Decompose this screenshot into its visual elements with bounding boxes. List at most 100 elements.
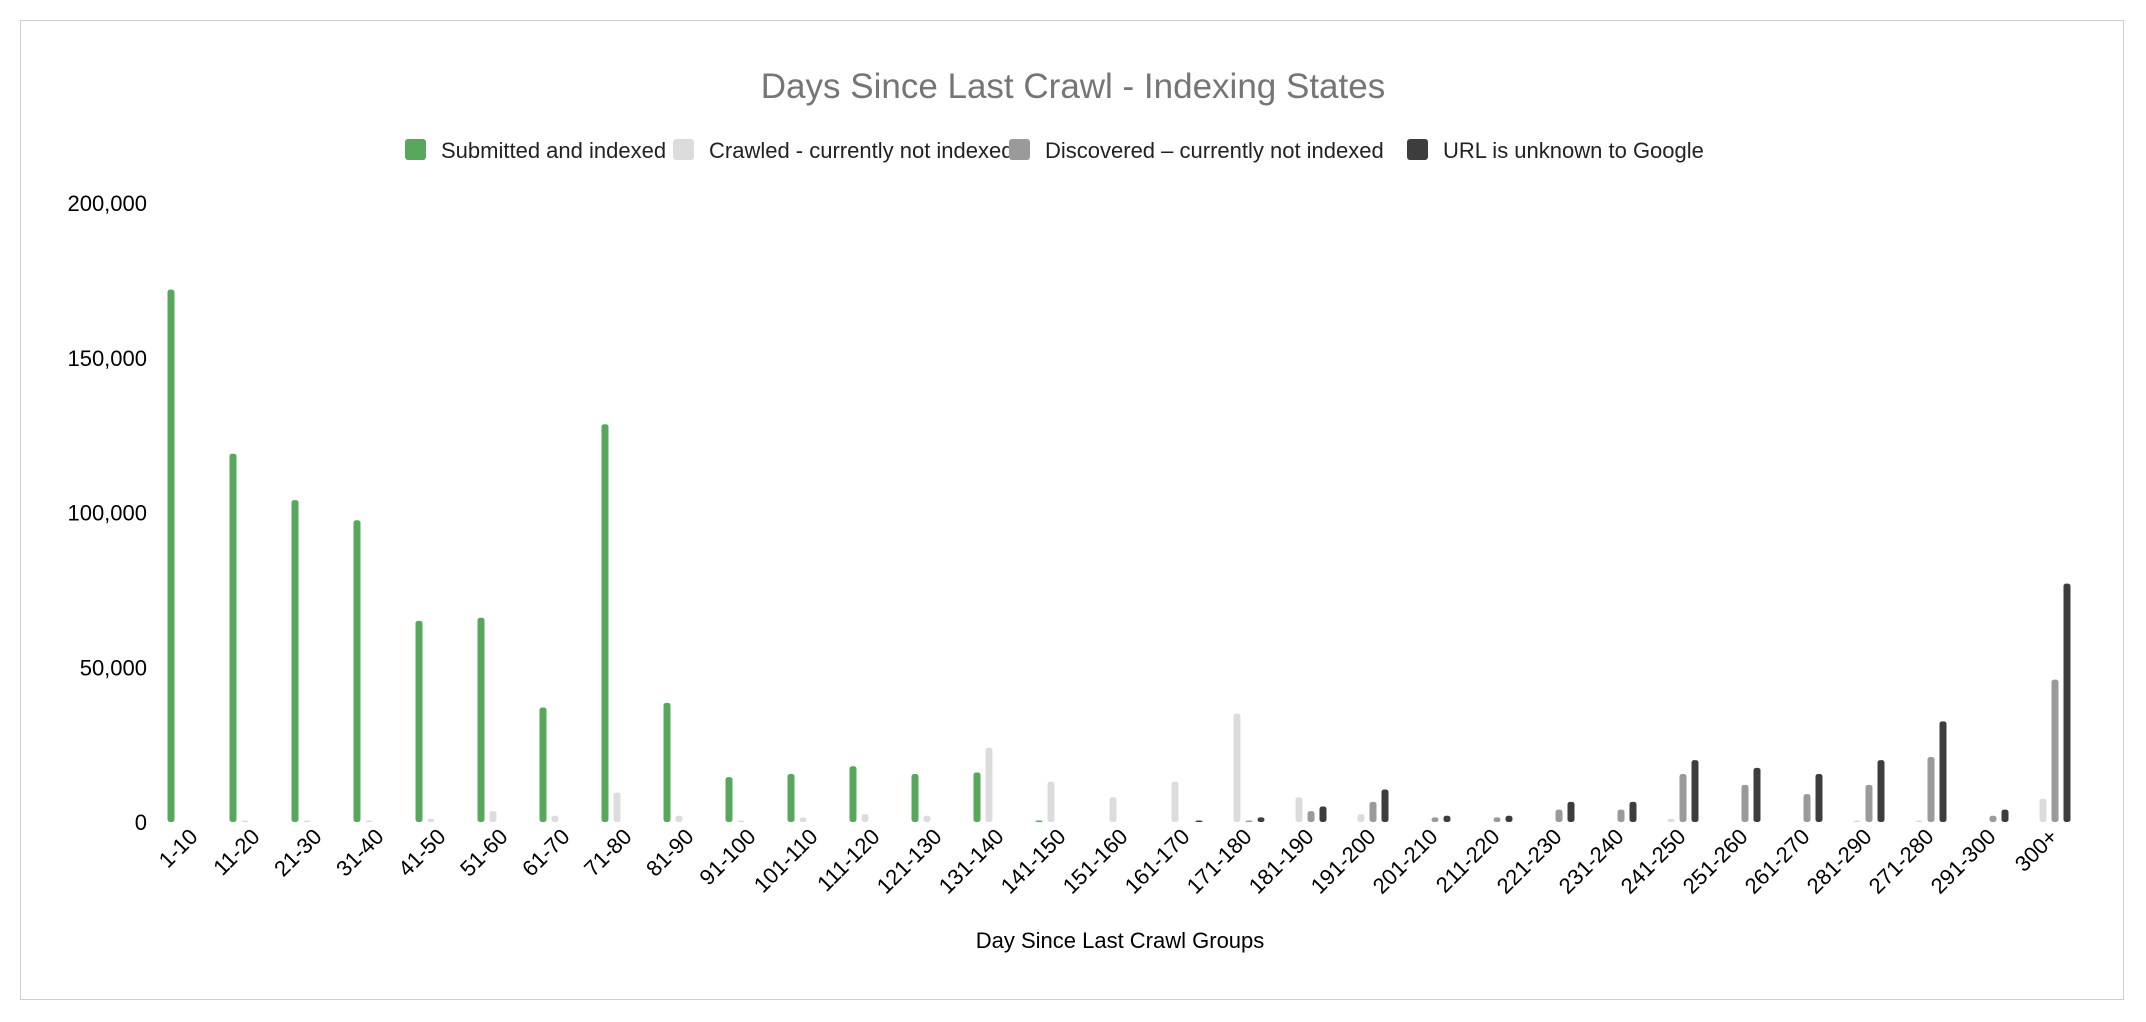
x-tick-label: 201-210 [1368, 824, 1443, 899]
bar [1381, 789, 1389, 822]
legend-label: Submitted and indexed [441, 138, 666, 163]
legend-item: Discovered – currently not indexed [1009, 138, 1384, 163]
bar [1233, 713, 1241, 822]
bar [1629, 801, 1637, 822]
bar [167, 289, 175, 822]
x-axis: 1-10 11-20 21-30 31-40 41-50 51-60 61-70 71-80 8… [154, 824, 2063, 899]
bars [167, 289, 2071, 822]
bar [291, 500, 299, 822]
legend-item: URL is unknown to Google [1407, 138, 1704, 163]
x-tick-label: 111-120 [812, 824, 884, 896]
bar [477, 617, 485, 822]
x-tick-label: 131-140 [934, 824, 1009, 899]
y-axis: 0 50,000 100,000 150,000 200,000 [67, 191, 147, 835]
bar [353, 520, 361, 822]
chart-frame [20, 20, 2124, 1000]
bar [2063, 583, 2071, 822]
legend: Submitted and indexed Crawled - currently… [405, 138, 1704, 163]
bar [1295, 797, 1303, 822]
bar [2039, 798, 2047, 822]
bar [1493, 817, 1501, 822]
x-tick-label: 281-290 [1802, 824, 1877, 899]
bar [911, 774, 919, 822]
bar [601, 424, 609, 822]
x-tick-label: 61-70 [517, 824, 574, 881]
x-tick-label: 41-50 [393, 824, 450, 881]
bar [1617, 809, 1625, 822]
x-tick-label: 161-170 [1120, 824, 1195, 899]
y-tick-label: 200,000 [67, 191, 147, 216]
x-tick-label: 31-40 [331, 824, 388, 881]
bar [849, 766, 857, 822]
chart-title: Days Since Last Crawl - Indexing States [761, 67, 1385, 106]
bar [415, 620, 423, 822]
x-tick-label: 241-250 [1616, 824, 1691, 899]
bar [973, 772, 981, 822]
bar [985, 747, 993, 822]
x-tick-label: 221-230 [1492, 824, 1567, 899]
bar [1195, 820, 1203, 822]
bar [799, 817, 807, 822]
bar [1171, 781, 1179, 822]
bar [1369, 801, 1377, 822]
bar [861, 814, 869, 822]
x-tick-label: 181-190 [1244, 824, 1319, 899]
bar [1803, 794, 1811, 822]
bar [241, 820, 249, 822]
x-tick-label: 101-110 [749, 824, 823, 898]
x-tick-label: 211-220 [1431, 824, 1505, 898]
x-tick-label: 81-90 [641, 824, 698, 881]
bar [1357, 814, 1365, 822]
bar [1741, 784, 1749, 822]
bar [229, 453, 237, 822]
bar [539, 707, 547, 822]
bar [1691, 760, 1699, 822]
bar [2001, 809, 2009, 822]
bar [1815, 774, 1823, 822]
x-tick-label: 141-150 [996, 824, 1071, 899]
bar [1567, 801, 1575, 822]
bar [1035, 820, 1043, 822]
legend-label: Discovered – currently not indexed [1045, 138, 1384, 163]
bar [303, 820, 311, 822]
bar [725, 777, 733, 822]
bar [2051, 679, 2059, 822]
x-tick-label: 51-60 [455, 824, 512, 881]
bar [663, 702, 671, 822]
x-tick-label: 1-10 [154, 824, 203, 873]
x-tick-label: 21-30 [269, 824, 326, 881]
x-tick-label: 251-260 [1678, 824, 1753, 899]
bar [923, 815, 931, 822]
bar [1853, 820, 1861, 822]
bar [1555, 809, 1563, 822]
bar [551, 815, 559, 822]
x-tick-label: 171-180 [1182, 824, 1257, 899]
y-tick-label: 50,000 [80, 655, 147, 680]
bar [1753, 767, 1761, 822]
x-tick-label: 191-200 [1306, 824, 1381, 899]
bar [1109, 797, 1117, 822]
x-tick-label: 151-160 [1058, 824, 1133, 899]
x-tick-label: 271-280 [1864, 824, 1939, 899]
bar [1443, 815, 1451, 822]
legend-swatch [405, 139, 426, 160]
legend-label: Crawled - currently not indexed [709, 138, 1013, 163]
legend-swatch [673, 139, 694, 160]
bar [613, 792, 621, 822]
legend-item: Submitted and indexed [405, 138, 666, 163]
bar [1679, 774, 1687, 822]
legend-item: Crawled - currently not indexed [673, 138, 1013, 163]
bar [1307, 811, 1315, 822]
bar [1505, 815, 1513, 822]
bar [1245, 820, 1253, 822]
x-tick-label: 231-240 [1554, 824, 1629, 899]
bar [1865, 784, 1873, 822]
bar [1915, 820, 1923, 822]
bar [1047, 781, 1055, 822]
x-tick-label: 71-80 [579, 824, 636, 881]
x-axis-title: Day Since Last Crawl Groups [976, 928, 1265, 953]
bar [1319, 806, 1327, 822]
bar [365, 820, 373, 822]
bar [427, 818, 435, 822]
